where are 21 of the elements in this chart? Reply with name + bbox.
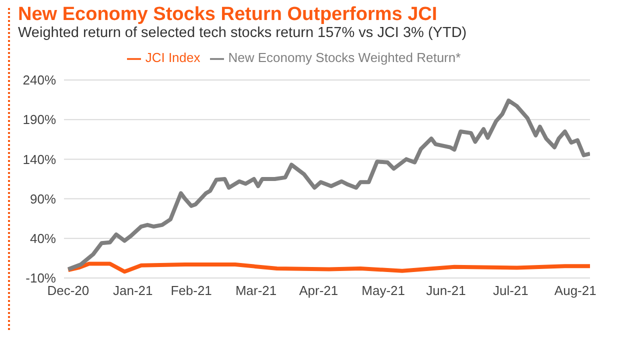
x-tick-label: Aug-21 [554,283,596,298]
x-tick-label: Jun-21 [426,283,466,298]
y-tick-label: 140% [22,152,56,167]
legend-label: JCI Index [145,50,200,65]
y-tick-label: 90% [30,191,56,206]
y-tick-label: -10% [26,270,56,286]
line-series [66,262,590,274]
x-tick-label: Apr-21 [299,283,338,298]
chart-subtitle: Weighted return of selected tech stocks return 157% vs JCI 3% (YTD) [18,25,467,41]
y-tick-label: 240% [22,72,56,88]
line-series [66,98,590,272]
x-tick-label: Mar-21 [235,283,277,298]
y-tick-label: 190% [22,112,56,128]
chart-title: New Economy Stocks Return Outperforms JCI [18,4,438,26]
x-tick-label: Dec-20 [47,283,90,298]
x-tick-label: Feb-21 [170,283,212,298]
y-tick-label: 40% [30,231,56,246]
x-tick-label: May-21 [362,283,406,298]
x-tick-label: Jul-21 [492,283,528,298]
legend-label: New Economy Stocks Weighted Return* [228,50,461,65]
x-tick-label: Jan-21 [113,283,153,298]
